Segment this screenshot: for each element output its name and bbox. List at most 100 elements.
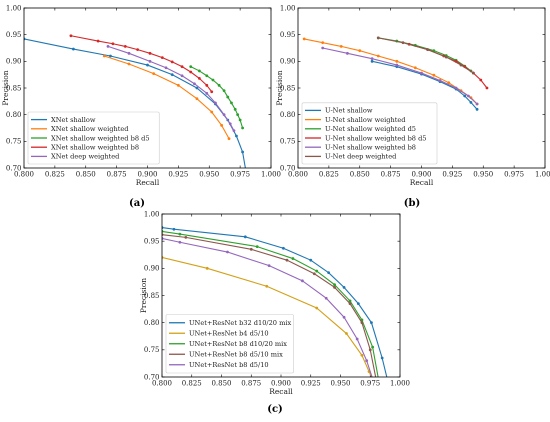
x-tick-label: 0.850 (76, 171, 96, 179)
data-point (238, 118, 242, 122)
data-point (195, 86, 199, 90)
series-line (162, 256, 373, 377)
data-point (370, 321, 373, 325)
data-point (355, 337, 359, 341)
data-point (467, 94, 470, 98)
data-point (368, 348, 372, 352)
y-axis-label: Precision (1, 70, 10, 105)
y-tick-label: 0.90 (280, 58, 296, 66)
data-point (475, 107, 479, 111)
data-point (413, 66, 417, 70)
y-axis-label: Precision (139, 278, 148, 313)
data-point (395, 59, 399, 63)
legend-entry: U-Net shallow weighted d5 (325, 125, 416, 133)
y-tick-label: 0.85 (6, 84, 22, 92)
data-point (205, 83, 209, 87)
x-tick-label: 0.850 (350, 171, 370, 179)
panel-label: (c) (267, 404, 283, 415)
plot-frame (297, 7, 546, 169)
x-tick-label: 0.900 (137, 171, 157, 179)
data-point (301, 279, 304, 283)
data-point (475, 102, 479, 106)
series-group (24, 34, 246, 168)
x-tick-label: 0.975 (504, 171, 524, 179)
y-tick-label: 0.70 (6, 164, 22, 172)
data-point (136, 48, 140, 51)
data-point (230, 101, 233, 105)
legend-entry: XNet deep weighted (51, 153, 120, 161)
data-point (233, 107, 237, 111)
data-point (342, 315, 346, 319)
data-point (235, 134, 238, 138)
data-point (226, 95, 230, 99)
x-tick-label: 0.875 (107, 171, 127, 179)
panel-c: 0.800 0.825 0.850 0.875 0.900 0.925 0.950 0.975… (139, 210, 410, 415)
data-point (360, 321, 364, 325)
y-tick-label: 0.80 (280, 111, 296, 119)
data-point (309, 258, 313, 262)
x-tick-label: 0.800 (288, 171, 308, 179)
data-point (197, 69, 201, 73)
data-point (469, 101, 473, 104)
data-point (302, 37, 306, 41)
data-point (160, 56, 164, 59)
x-axis-label: Recall (269, 387, 293, 396)
data-point (170, 73, 174, 77)
x-tick-label: 1.000 (261, 171, 281, 179)
plot-frame (161, 213, 401, 378)
legend-entry: U-Net shallow weighted (325, 116, 406, 124)
x-tick-label: 0.925 (301, 380, 321, 388)
data-point (210, 110, 214, 114)
data-point (291, 257, 295, 260)
x-tick-label: 0.925 (442, 171, 462, 179)
x-axis-label: Recall (136, 178, 160, 187)
data-point (205, 266, 209, 270)
data-point (72, 47, 75, 51)
y-tick-label: 0.95 (280, 31, 296, 39)
y-tick-label: 0.85 (280, 84, 296, 92)
data-point (339, 45, 343, 48)
x-tick-label: 0.925 (168, 171, 188, 179)
data-point (321, 41, 325, 45)
data-point (232, 129, 236, 133)
series-line (162, 237, 373, 377)
data-point (176, 83, 180, 87)
data-point (170, 60, 174, 64)
y-tick-label: 0.70 (280, 164, 296, 172)
x-tick-label: 0.950 (199, 171, 219, 179)
legend-box (301, 102, 438, 165)
x-tick-label: 0.950 (330, 380, 350, 388)
x-tick-label: 0.900 (411, 171, 431, 179)
data-point (371, 345, 375, 349)
series-group (302, 36, 489, 111)
legend-entry: XNet shallow (51, 116, 96, 124)
x-tick-label: 0.850 (211, 380, 231, 388)
y-tick-label: 0.75 (6, 138, 22, 146)
data-point (312, 272, 316, 276)
data-point (463, 94, 467, 98)
data-point (127, 62, 131, 66)
data-point (426, 48, 430, 51)
data-point (327, 271, 330, 275)
y-tick-label: 1.00 (6, 4, 22, 12)
data-point (376, 54, 380, 58)
data-point (205, 74, 209, 78)
data-point (222, 113, 226, 117)
data-point (348, 299, 352, 303)
data-point (395, 63, 399, 67)
data-point (356, 302, 360, 306)
data-point (485, 86, 489, 90)
series-line (322, 47, 478, 105)
legend: UNet+ResNet b32 d10/20 mix UNet+ResNet b4… (165, 314, 294, 374)
data-point (281, 246, 285, 250)
y-tick-label: 1.00 (280, 4, 296, 12)
panel-b: 0.800 0.825 0.850 0.875 0.900 0.925 0.950 0.975… (275, 4, 550, 209)
data-point (345, 332, 348, 335)
x-tick-label: 1.000 (390, 380, 410, 388)
legend-entry: UNet+ResNet b8 d10/20 mix (189, 340, 287, 348)
legend-entry: XNet shallow weighted b8 (51, 144, 139, 152)
legend-entry: UNet+ResNet b8 d5/10 mix (189, 351, 283, 359)
data-point (255, 245, 259, 249)
data-point (111, 42, 115, 46)
